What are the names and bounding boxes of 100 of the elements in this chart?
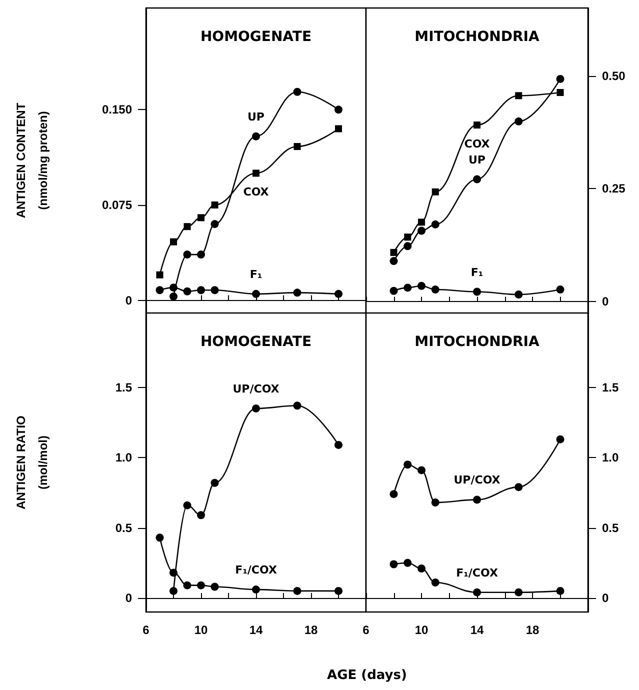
point	[252, 290, 260, 298]
point	[197, 250, 205, 259]
point	[170, 568, 178, 577]
point	[390, 286, 398, 295]
point	[156, 271, 164, 278]
point	[252, 586, 260, 594]
series-label: UP/COX	[232, 382, 280, 396]
point	[404, 284, 412, 292]
point	[390, 490, 398, 498]
point	[514, 117, 523, 126]
point	[335, 125, 342, 132]
y-tick-label: 1.0	[115, 450, 132, 465]
point	[293, 88, 302, 96]
text: MITOCHONDRIA	[414, 334, 540, 350]
point	[334, 106, 342, 114]
x-axis-title: AGE (days)	[326, 668, 408, 683]
point	[556, 74, 564, 83]
series-label: COX	[243, 186, 270, 199]
point	[197, 511, 205, 520]
x-tick-label: 14	[470, 623, 484, 637]
point	[252, 404, 260, 412]
y-tick-label: 0.5	[602, 520, 620, 535]
point	[514, 588, 523, 596]
point	[418, 282, 426, 290]
point	[210, 478, 219, 487]
point	[556, 88, 564, 96]
x-tick-label: 10	[414, 623, 428, 637]
y-tick-label: 0.075	[102, 198, 132, 212]
point	[431, 286, 440, 294]
series-label: COX	[464, 138, 490, 151]
point	[473, 288, 481, 296]
point	[334, 440, 342, 449]
point	[170, 292, 178, 300]
y-tick-label: 1.0	[602, 450, 620, 465]
point	[293, 402, 302, 410]
text: HOMOGENATE	[200, 29, 312, 45]
x-tick-label: 10	[194, 623, 208, 637]
point	[556, 286, 564, 294]
point	[210, 220, 219, 228]
point	[293, 586, 302, 595]
series-label: F₁/COX	[235, 564, 278, 577]
x-tick-label: 14	[249, 623, 263, 637]
point	[432, 188, 439, 196]
point	[404, 242, 412, 250]
point	[198, 214, 204, 222]
point	[390, 257, 398, 266]
x-tick-label: 6	[362, 623, 370, 637]
point	[156, 286, 164, 294]
point	[211, 201, 218, 208]
series-label: F₁	[250, 268, 262, 281]
point	[170, 284, 178, 292]
x-tick-label: 6	[142, 623, 150, 637]
point	[556, 435, 564, 444]
y-tick-label: 0	[125, 590, 132, 605]
point	[404, 234, 412, 241]
x-tick-label: 18	[526, 623, 540, 637]
y-axis-title: ANTIGEN CONTENT (nmol/mg proten)	[14, 102, 50, 218]
point	[556, 586, 564, 595]
point	[252, 170, 260, 177]
point	[252, 132, 260, 140]
point	[514, 290, 523, 298]
series-label: F₁	[470, 266, 484, 279]
point	[210, 286, 219, 294]
point	[156, 534, 164, 542]
point	[473, 588, 481, 596]
y-tick-label: 1.5	[115, 380, 132, 394]
point	[515, 92, 522, 100]
y-axis-title: ANTIGEN RATIO (mol/mol)	[14, 416, 50, 510]
point	[183, 287, 192, 296]
point	[514, 483, 523, 492]
y-tick-label: 0	[602, 294, 609, 309]
point	[473, 175, 481, 184]
y-tick-label: 0	[125, 293, 132, 308]
point	[183, 250, 192, 259]
point	[294, 143, 301, 150]
point	[197, 286, 205, 294]
text: MITOCHONDRIA	[414, 29, 540, 45]
point	[431, 498, 440, 507]
point	[210, 582, 219, 591]
point	[390, 248, 398, 256]
point	[418, 466, 426, 474]
point	[197, 581, 205, 590]
point	[293, 288, 302, 297]
series-label: UP/COX	[454, 474, 501, 487]
point	[473, 496, 481, 504]
point	[418, 564, 426, 572]
series-label: UP	[468, 153, 486, 166]
y-tick-label: 0.50	[602, 68, 626, 83]
point	[170, 586, 178, 595]
y-tick-label: 0.5	[115, 520, 132, 535]
series-label: UP	[248, 110, 264, 124]
point	[431, 578, 440, 587]
text: HOMOGENATE	[200, 334, 312, 350]
series-label: F₁/COX	[456, 566, 498, 580]
point	[334, 290, 342, 298]
y-tick-label: 0	[602, 590, 609, 605]
point	[404, 460, 412, 469]
point	[170, 238, 177, 246]
x-tick-label: 18	[304, 623, 318, 637]
point	[184, 223, 191, 230]
